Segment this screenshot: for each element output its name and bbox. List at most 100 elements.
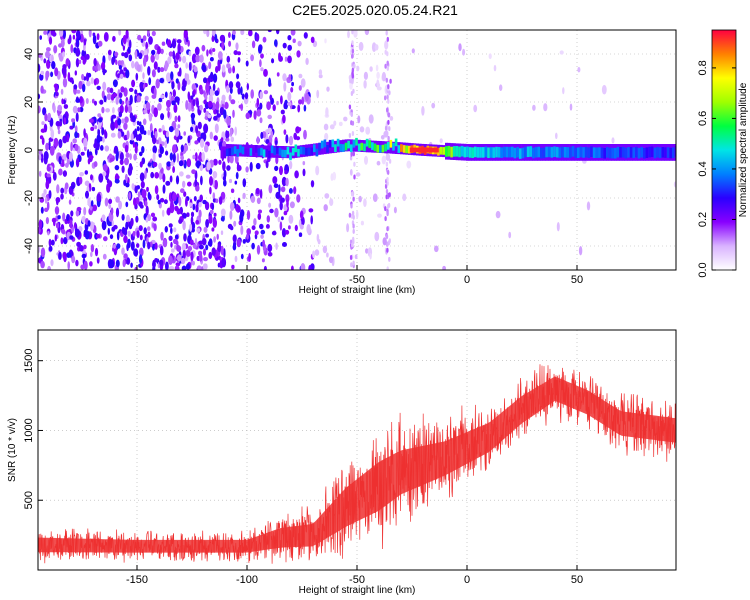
heatmap-speckle <box>279 221 283 231</box>
heatmap-speckle <box>268 202 272 208</box>
heatmap-speckle <box>289 201 295 209</box>
heatmap-signal-cell <box>244 148 247 157</box>
heatmap-speckle <box>141 189 147 199</box>
heatmap-speckle <box>204 94 208 101</box>
heatmap-speckle <box>217 51 223 60</box>
snr-band <box>38 376 676 553</box>
heatmap-speckle <box>183 144 189 152</box>
heatmap-speckle <box>283 102 287 110</box>
heatmap-signal-cell <box>460 145 464 157</box>
heatmap-speckle <box>245 112 251 120</box>
heatmap-signal-cell <box>542 147 546 159</box>
heatmap-signal-cell <box>384 143 387 152</box>
heatmap-speckle <box>159 77 165 84</box>
heatmap-speckle <box>508 231 512 239</box>
heatmap-speckle <box>96 257 100 264</box>
heatmap-signal-cell <box>603 148 606 159</box>
heatmap-speckle <box>58 43 63 48</box>
heatmap-speckle <box>70 44 74 54</box>
heatmap-speckle <box>102 68 106 76</box>
heatmap-speckle <box>164 60 169 71</box>
heatmap-speckle <box>131 183 135 190</box>
heatmap-speckle <box>50 259 54 267</box>
heatmap-speckle <box>47 231 50 236</box>
heatmap-speckle <box>157 103 162 111</box>
heatmap-signal-cell <box>307 147 311 156</box>
heatmap-speckle <box>209 186 212 195</box>
heatmap-speckle <box>213 115 218 121</box>
heatmap-speckle <box>223 109 227 119</box>
heatmap-speckle <box>543 103 548 112</box>
heatmap-speckle <box>300 263 306 270</box>
heatmap-speckle <box>159 245 164 256</box>
heatmap-speckle <box>110 132 116 138</box>
heatmap-speckle <box>303 32 308 39</box>
heatmap-speckle <box>348 75 352 81</box>
heatmap-speckle <box>83 229 88 236</box>
heatmap-speckle <box>72 138 77 144</box>
heatmap-speckle <box>192 203 196 211</box>
heatmap-speckle <box>90 126 95 131</box>
heatmap-speckle <box>125 201 129 208</box>
heatmap-speckle <box>178 218 183 224</box>
heatmap-speckle <box>203 123 209 134</box>
heatmap-speckle <box>154 172 160 179</box>
x-tick-label: -50 <box>349 274 365 286</box>
heatmap-speckle <box>183 131 186 136</box>
heatmap-speckle <box>372 193 378 202</box>
heatmap-speckle <box>386 241 389 247</box>
heatmap-speckle <box>133 248 139 257</box>
heatmap-speckle <box>117 73 120 79</box>
y-tick-label: 40 <box>23 48 35 60</box>
heatmap-speckle <box>237 57 241 63</box>
heatmap-speckle <box>152 216 158 222</box>
heatmap-speckle <box>495 210 501 219</box>
heatmap-speckle <box>216 233 219 240</box>
heatmap-speckle <box>154 131 158 139</box>
heatmap-speckle <box>104 130 108 139</box>
heatmap-speckle <box>175 78 179 84</box>
heatmap-speckle <box>118 64 122 70</box>
heatmap-speckle <box>250 89 254 99</box>
heatmap-speckle <box>289 160 293 170</box>
heatmap-speckle <box>214 179 218 190</box>
heatmap-speckle <box>182 180 186 188</box>
heatmap-speckle <box>174 265 180 270</box>
heatmap-speckle <box>266 101 271 111</box>
heatmap-speckle <box>363 80 367 89</box>
heatmap-speckle <box>212 171 218 179</box>
heatmap-speckle <box>235 42 239 51</box>
heatmap-speckle <box>180 155 185 161</box>
heatmap-speckle <box>246 210 251 220</box>
heatmap-signal-cell <box>389 139 393 148</box>
heatmap-signal-cell <box>368 140 371 148</box>
heatmap-speckle <box>85 53 90 60</box>
heatmap-speckle <box>298 232 303 237</box>
heatmap-signal-cell <box>365 138 369 147</box>
heatmap-signal-cell <box>619 147 622 158</box>
heatmap-speckle <box>181 242 186 252</box>
heatmap-speckle <box>275 140 278 145</box>
heatmap-y-axis-title: Frequency (Hz) <box>7 116 18 185</box>
heatmap-signal-cell <box>648 146 651 158</box>
heatmap-speckle <box>260 53 264 59</box>
x-tick-label: 50 <box>571 274 583 286</box>
heatmap-speckle <box>155 53 160 61</box>
heatmap-speckle <box>251 40 256 49</box>
heatmap-speckle <box>458 43 462 52</box>
heatmap-signal-cell <box>262 149 266 158</box>
heatmap-signal-cell <box>347 140 350 149</box>
heatmap-speckle <box>166 161 172 167</box>
heatmap-speckle <box>577 66 581 73</box>
heatmap-speckle <box>348 133 352 138</box>
heatmap-speckle <box>83 137 88 148</box>
heatmap-speckle <box>71 255 76 264</box>
heatmap-speckle <box>102 137 105 143</box>
heatmap-speckle <box>118 111 123 118</box>
heatmap-speckle <box>65 162 69 168</box>
heatmap-signal-cell <box>220 149 224 158</box>
heatmap-signal-cell <box>355 137 358 146</box>
heatmap-speckle <box>92 34 97 45</box>
heatmap-signal-cell <box>537 146 540 158</box>
heatmap-speckle <box>187 102 192 112</box>
